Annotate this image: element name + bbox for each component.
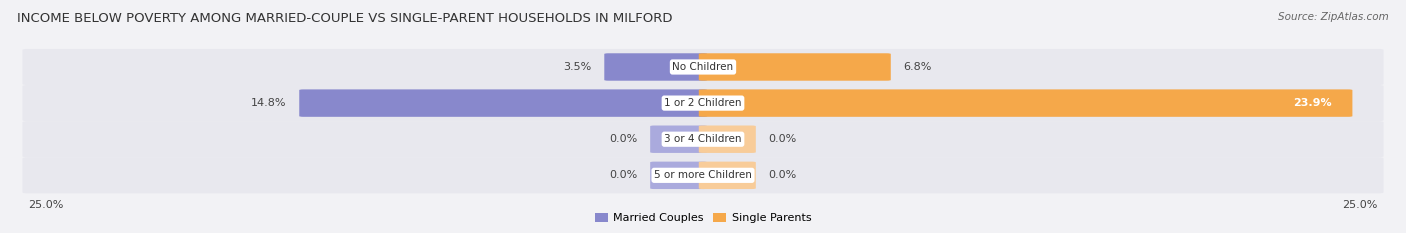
Text: Source: ZipAtlas.com: Source: ZipAtlas.com	[1278, 12, 1389, 22]
Text: 0.0%: 0.0%	[769, 134, 797, 144]
Text: 0.0%: 0.0%	[769, 170, 797, 180]
FancyBboxPatch shape	[699, 162, 756, 189]
Text: 5 or more Children: 5 or more Children	[654, 170, 752, 180]
Text: 3 or 4 Children: 3 or 4 Children	[664, 134, 742, 144]
Text: 0.0%: 0.0%	[609, 134, 637, 144]
FancyBboxPatch shape	[650, 126, 707, 153]
FancyBboxPatch shape	[699, 126, 756, 153]
FancyBboxPatch shape	[605, 53, 707, 81]
Text: 23.9%: 23.9%	[1292, 98, 1331, 108]
Text: 25.0%: 25.0%	[28, 200, 63, 210]
FancyBboxPatch shape	[299, 89, 707, 117]
Text: INCOME BELOW POVERTY AMONG MARRIED-COUPLE VS SINGLE-PARENT HOUSEHOLDS IN MILFORD: INCOME BELOW POVERTY AMONG MARRIED-COUPL…	[17, 12, 672, 25]
FancyBboxPatch shape	[22, 157, 1384, 193]
FancyBboxPatch shape	[650, 162, 707, 189]
Text: No Children: No Children	[672, 62, 734, 72]
Text: 0.0%: 0.0%	[609, 170, 637, 180]
Text: 1 or 2 Children: 1 or 2 Children	[664, 98, 742, 108]
FancyBboxPatch shape	[699, 89, 1353, 117]
Text: 14.8%: 14.8%	[252, 98, 287, 108]
Legend: Married Couples, Single Parents: Married Couples, Single Parents	[591, 208, 815, 227]
FancyBboxPatch shape	[22, 49, 1384, 85]
FancyBboxPatch shape	[22, 121, 1384, 157]
Text: 6.8%: 6.8%	[904, 62, 932, 72]
Text: 25.0%: 25.0%	[1343, 200, 1378, 210]
FancyBboxPatch shape	[699, 53, 891, 81]
FancyBboxPatch shape	[22, 85, 1384, 121]
Text: 3.5%: 3.5%	[564, 62, 592, 72]
